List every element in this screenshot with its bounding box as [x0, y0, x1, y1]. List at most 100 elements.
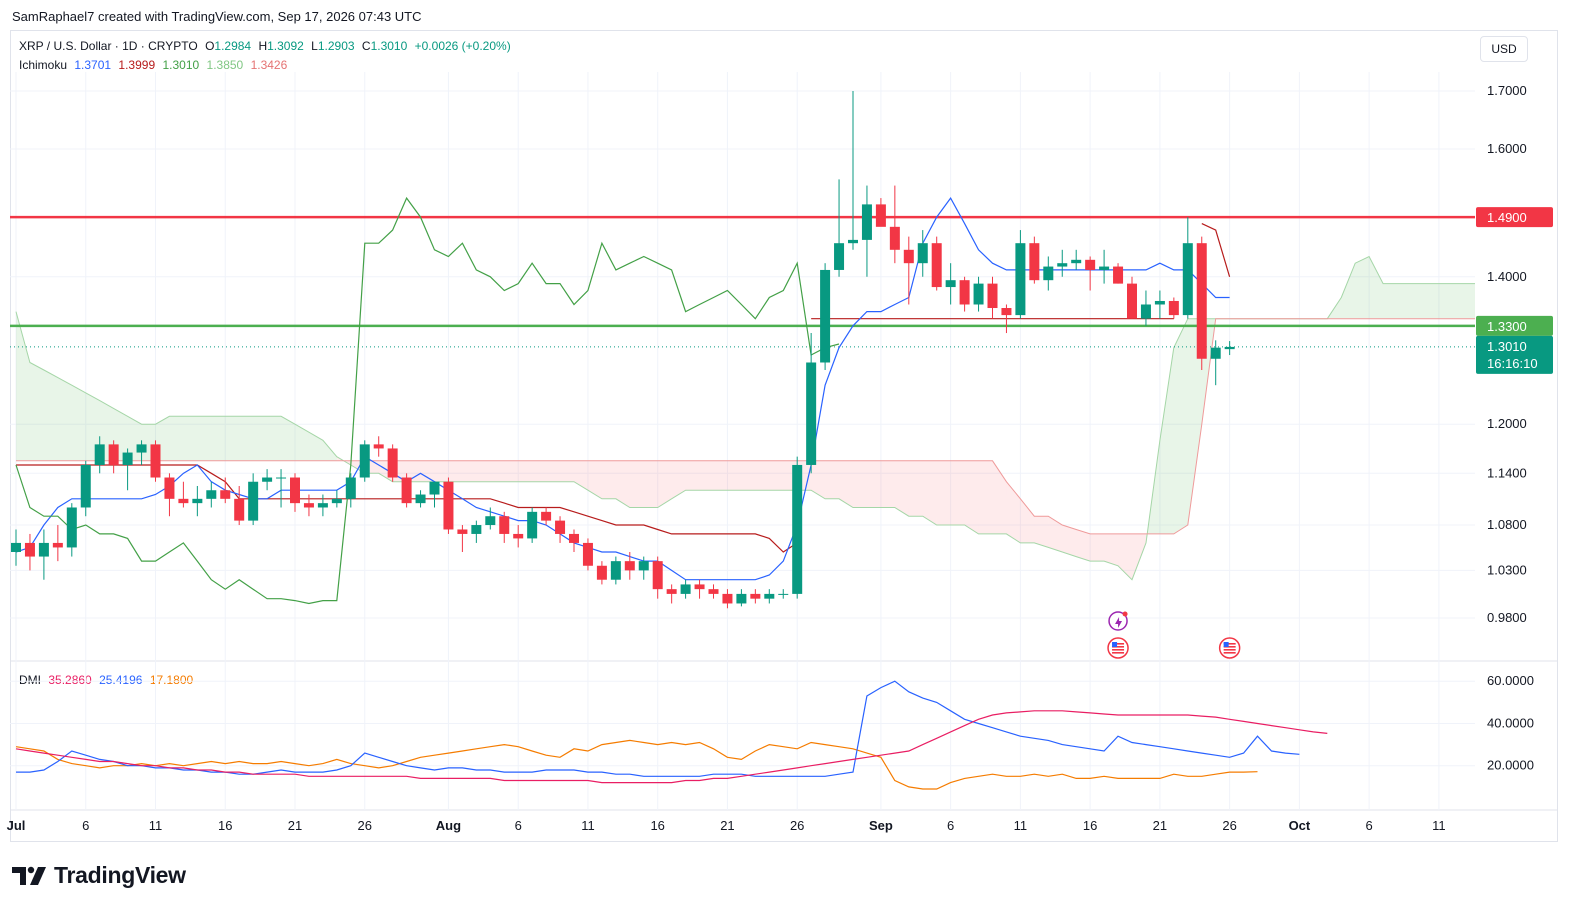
ichimoku-legend[interactable]: Ichimoku 1.3701 1.3999 1.3010 1.3850 1.3… — [19, 58, 291, 72]
kumo-cloud-segment — [1551, 287, 1565, 319]
price-label-text: 1.3300 — [1487, 319, 1527, 334]
time-tick-label: 11 — [1014, 818, 1028, 833]
kumo-cloud-segment — [1495, 284, 1509, 319]
kumo-cloud-segment — [615, 460, 630, 508]
kumo-cloud-segment — [29, 362, 44, 461]
kumo-cloud-segment — [629, 460, 644, 508]
flag-event-stripe — [1223, 652, 1236, 654]
dmi-tick-label: 60.0000 — [1487, 673, 1534, 688]
candle-body — [652, 561, 663, 590]
kumo-cloud-segment — [85, 392, 100, 461]
chart-credit: SamRaphael7 created with TradingView.com… — [12, 9, 422, 24]
kumo-cloud-segment — [1397, 283, 1411, 319]
price-tick-label: 0.9800 — [1487, 610, 1527, 625]
kumo-cloud-segment — [894, 460, 909, 517]
kumo-cloud-segment — [950, 460, 965, 526]
time-tick-label: 6 — [1366, 818, 1373, 833]
time-tick-label: 21 — [720, 818, 734, 833]
candle-body — [1127, 283, 1137, 319]
candle-body — [499, 516, 510, 534]
kumo-cloud-segment — [1578, 256, 1588, 318]
kumo-cloud-segment — [922, 460, 937, 526]
candle-body — [834, 243, 845, 270]
kumo-cloud-segment — [57, 377, 72, 461]
time-tick-label: 6 — [947, 818, 954, 833]
candle-body — [931, 243, 942, 288]
low-label: L — [311, 39, 318, 53]
time-tick-label: 26 — [1222, 818, 1236, 833]
price-tick-label: 1.1400 — [1487, 465, 1527, 480]
kumo-cloud-segment — [1076, 529, 1091, 562]
kumo-cloud-segment — [880, 460, 895, 508]
candle-body — [38, 542, 49, 557]
time-tick-label: 26 — [358, 818, 372, 833]
candle-body — [150, 444, 161, 478]
time-tick-label: 16 — [1083, 818, 1097, 833]
kumo-cloud-segment — [1132, 533, 1146, 580]
kumo-cloud-segment — [601, 460, 616, 499]
kumo-cloud-segment — [825, 460, 840, 499]
tradingview-logo[interactable]: TradingView — [12, 862, 186, 889]
ichimoku-tenkan-value: 1.3701 — [74, 58, 112, 72]
kumo-cloud-segment — [518, 460, 533, 482]
candle-body — [945, 280, 956, 288]
kumo-cloud-segment — [1411, 283, 1425, 319]
flag-event-ring — [1107, 637, 1129, 659]
candle-body — [1113, 266, 1124, 284]
candle-body — [24, 542, 35, 557]
kumo-cloud-segment — [1564, 256, 1578, 318]
kumo-cloud-segment — [1090, 533, 1105, 562]
kumo-cloud-segment — [1466, 283, 1475, 319]
kumo-cloud-segment — [169, 416, 184, 461]
kumo-cloud-segment — [713, 460, 728, 491]
open-label: O — [205, 39, 215, 53]
flag-event-stripe — [1112, 649, 1125, 651]
kumo-cloud-segment — [183, 416, 198, 461]
candle-body — [1154, 300, 1165, 305]
candle-body — [443, 481, 454, 530]
candle-body — [1043, 266, 1054, 281]
price-tick-label: 1.6000 — [1487, 141, 1527, 156]
candle-body — [555, 520, 566, 534]
price-tick-label: 1.0800 — [1487, 517, 1527, 532]
kumo-cloud-segment — [587, 460, 602, 499]
kumo-cloud-segment — [448, 460, 463, 482]
kumo-cloud-segment — [560, 460, 574, 482]
symbol-legend[interactable]: XRP / U.S. Dollar · 1D · CRYPTO O1.2984 … — [19, 39, 515, 53]
us-flag-event-icon — [1107, 637, 1129, 659]
candle-body — [485, 516, 496, 526]
flag-event-stripe — [1112, 652, 1125, 654]
candle-body — [1085, 259, 1096, 270]
currency-button[interactable]: USD — [1480, 36, 1528, 62]
speaker-event-dot — [1122, 611, 1128, 617]
low-value: 1.2903 — [317, 39, 355, 53]
dmi-legend[interactable]: DMI 35.2860 25.4196 17.1800 — [19, 673, 197, 687]
symbol-title[interactable]: XRP / U.S. Dollar · 1D · CRYPTO — [19, 39, 198, 53]
time-tick-label: Aug — [436, 818, 461, 833]
kumo-cloud-segment — [1509, 284, 1523, 319]
kumo-cloud-segment — [420, 460, 435, 482]
time-tick-label: 6 — [82, 818, 89, 833]
candle-body — [875, 204, 886, 227]
kumo-cloud-segment — [964, 460, 979, 534]
kumo-cloud-segment — [197, 416, 212, 461]
candle-body — [290, 477, 300, 504]
senkou-span-b-line — [16, 318, 1475, 535]
kumo-cloud-segment — [308, 432, 323, 461]
ichimoku-label[interactable]: Ichimoku — [19, 58, 68, 72]
kumo-cloud-segment — [853, 460, 867, 508]
candle-body — [359, 444, 370, 478]
kumo-cloud-segment — [1369, 256, 1384, 319]
kumo-cloud-segment — [1006, 481, 1021, 543]
speaker-event-icon — [1108, 611, 1128, 631]
candle-body — [345, 477, 356, 499]
kumo-cloud-segment — [574, 460, 588, 491]
candle-body — [820, 269, 831, 363]
candle-body — [94, 444, 105, 465]
dmi-plus-di-line — [15, 710, 1328, 784]
close-label: C — [361, 39, 371, 53]
dmi-label[interactable]: DMI — [19, 673, 41, 687]
candle-body — [1099, 266, 1110, 270]
kumo-cloud-segment — [671, 460, 686, 499]
